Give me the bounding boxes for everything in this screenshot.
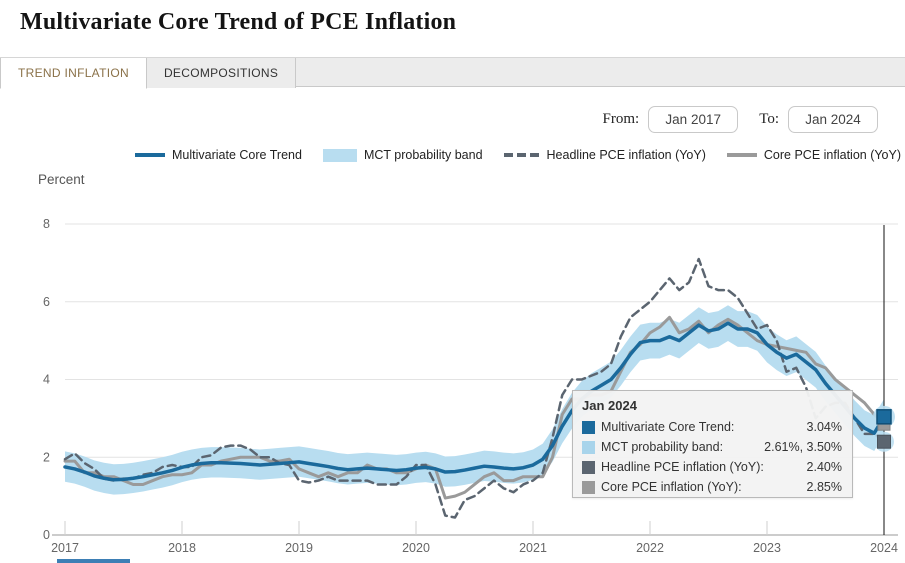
chart-tooltip: Jan 2024 Multivariate Core Trend: 3.04% …	[572, 390, 853, 498]
tooltip-row-mct: Multivariate Core Trend: 3.04%	[582, 417, 842, 437]
headline-dashed-swatch-icon	[503, 153, 540, 157]
chart-legend: Multivariate Core Trend MCT probability …	[0, 148, 901, 162]
legend-label: Multivariate Core Trend	[172, 148, 302, 162]
svg-text:2019: 2019	[285, 541, 313, 555]
page-title: Multivariate Core Trend of PCE Inflation	[20, 9, 457, 35]
tooltip-row-core: Core PCE inflation (YoY): 2.85%	[582, 477, 842, 497]
mct-swatch-icon	[582, 420, 595, 434]
legend-item-mct[interactable]: Multivariate Core Trend	[135, 148, 302, 162]
core-swatch-icon	[582, 480, 595, 494]
tooltip-row-band: MCT probability band: 2.61%, 3.50%	[582, 437, 842, 457]
from-label: From:	[602, 111, 640, 127]
mct-line-swatch-icon	[135, 153, 166, 157]
tooltip-row-headline: Headline PCE inflation (YoY): 2.40%	[582, 457, 842, 477]
tooltip-value: 2.61%, 3.50%	[764, 440, 842, 454]
svg-text:2023: 2023	[753, 541, 781, 555]
tab-trend-inflation[interactable]: TREND INFLATION	[0, 58, 147, 89]
svg-text:8: 8	[43, 217, 50, 231]
tab-bar: TREND INFLATION DECOMPOSITIONS	[0, 57, 905, 89]
tooltip-label: Core PCE inflation (YoY):	[601, 480, 742, 494]
tooltip-label: MCT probability band:	[601, 440, 724, 454]
from-date-input[interactable]	[648, 106, 739, 133]
svg-text:2017: 2017	[51, 541, 79, 555]
tab-decompositions[interactable]: DECOMPOSITIONS	[146, 58, 297, 88]
band-swatch-icon	[582, 440, 595, 454]
tooltip-value: 3.04%	[806, 420, 842, 434]
svg-text:2020: 2020	[402, 541, 430, 555]
svg-text:2021: 2021	[519, 541, 547, 555]
svg-text:2022: 2022	[636, 541, 664, 555]
svg-text:2018: 2018	[168, 541, 196, 555]
y-axis-title: Percent	[38, 172, 85, 187]
legend-label: MCT probability band	[363, 148, 483, 162]
svg-text:6: 6	[43, 295, 50, 309]
legend-item-headline[interactable]: Headline PCE inflation (YoY)	[503, 148, 706, 162]
svg-text:2: 2	[43, 450, 50, 464]
date-range-controls: From: To:	[603, 106, 878, 133]
to-label: To:	[759, 111, 779, 127]
legend-label: Core PCE inflation (YoY)	[763, 148, 901, 162]
partially-visible-element	[57, 559, 130, 563]
tooltip-value: 2.85%	[806, 480, 842, 494]
tooltip-label: Headline PCE inflation (YoY):	[601, 460, 764, 474]
legend-item-band[interactable]: MCT probability band	[322, 148, 483, 162]
tooltip-value: 2.40%	[806, 460, 842, 474]
probability-band-swatch-icon	[322, 148, 357, 162]
svg-text:4: 4	[43, 373, 50, 387]
tooltip-label: Multivariate Core Trend:	[601, 420, 735, 434]
core-line-swatch-icon	[726, 153, 757, 157]
to-date-input[interactable]	[788, 106, 878, 133]
headline-swatch-icon	[582, 460, 595, 474]
legend-label: Headline PCE inflation (YoY)	[546, 148, 706, 162]
svg-text:0: 0	[43, 528, 50, 542]
legend-item-core[interactable]: Core PCE inflation (YoY)	[726, 148, 901, 162]
svg-text:2024: 2024	[870, 541, 898, 555]
tooltip-date: Jan 2024	[582, 398, 637, 413]
